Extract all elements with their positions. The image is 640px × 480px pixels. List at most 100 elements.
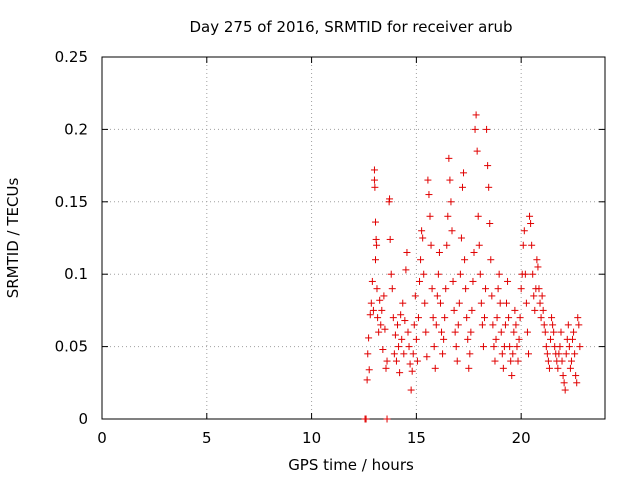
data-point	[487, 256, 495, 264]
data-point	[474, 212, 482, 220]
data-point	[527, 220, 535, 228]
data-point	[571, 350, 579, 358]
data-point	[442, 285, 450, 293]
data-point	[470, 248, 478, 256]
x-tick-label: 10	[302, 429, 321, 447]
data-point	[388, 285, 396, 293]
data-point	[363, 376, 371, 384]
data-point	[468, 306, 476, 314]
data-point	[565, 343, 573, 351]
data-point	[523, 328, 531, 336]
data-point	[485, 183, 493, 191]
data-point	[394, 321, 402, 329]
data-point	[556, 343, 564, 351]
data-point	[367, 299, 375, 307]
data-point	[464, 335, 472, 343]
chart-title: Day 275 of 2016, SRMTID for receiver aru…	[189, 18, 512, 36]
data-point	[550, 328, 558, 336]
data-point	[473, 147, 481, 155]
data-point	[560, 379, 568, 387]
data-point	[477, 299, 485, 307]
data-point	[490, 343, 498, 351]
data-point	[457, 234, 465, 242]
data-point	[521, 270, 529, 278]
data-point	[433, 292, 441, 300]
data-point	[564, 321, 572, 329]
data-point	[526, 212, 534, 220]
data-point	[440, 335, 448, 343]
data-point	[513, 343, 521, 351]
data-point	[404, 328, 412, 336]
data-point	[383, 415, 391, 423]
data-point	[446, 176, 454, 184]
data-point	[362, 415, 370, 423]
data-point	[512, 321, 520, 329]
data-point	[397, 311, 405, 319]
data-point	[420, 270, 428, 278]
y-tick-label: 0.15	[55, 193, 88, 211]
data-point	[381, 325, 389, 333]
data-point	[491, 357, 499, 365]
data-point	[386, 195, 394, 203]
data-point	[461, 256, 469, 264]
data-point	[561, 386, 569, 394]
data-point	[460, 169, 468, 177]
data-point	[522, 299, 530, 307]
data-point	[505, 314, 513, 322]
data-point	[436, 299, 444, 307]
data-point	[483, 125, 491, 133]
data-point	[399, 299, 407, 307]
data-point	[450, 306, 458, 314]
data-point	[542, 343, 550, 351]
data-point	[514, 357, 522, 365]
data-point	[516, 314, 524, 322]
data-point	[493, 314, 501, 322]
data-point	[395, 343, 403, 351]
data-point	[431, 364, 439, 372]
data-point	[428, 285, 436, 293]
data-point	[525, 350, 533, 358]
data-point	[429, 314, 437, 322]
data-point	[370, 176, 378, 184]
data-point	[535, 285, 543, 293]
data-point	[378, 306, 386, 314]
data-point	[479, 343, 487, 351]
data-point	[396, 369, 404, 377]
data-point	[403, 248, 411, 256]
data-point	[451, 328, 459, 336]
data-point	[574, 314, 582, 322]
data-point	[432, 321, 440, 329]
data-point	[410, 321, 418, 329]
data-point	[554, 364, 562, 372]
data-point	[462, 285, 470, 293]
data-point	[411, 292, 419, 300]
data-point	[441, 314, 449, 322]
data-point	[557, 328, 565, 336]
data-point	[371, 183, 379, 191]
data-point	[499, 364, 507, 372]
data-point	[486, 220, 494, 228]
plot-frame	[101, 56, 606, 420]
data-point	[413, 357, 421, 365]
grid-lines	[102, 57, 605, 419]
data-point	[471, 125, 479, 133]
y-tick-labels: 0 0.05 0.1 0.15 0.2 0.25	[55, 48, 88, 428]
x-tick-label: 15	[407, 429, 426, 447]
data-point	[364, 350, 372, 358]
data-point	[547, 335, 555, 343]
data-point	[528, 241, 536, 249]
data-point	[466, 350, 474, 358]
data-point	[373, 285, 381, 293]
x-tick-label: 0	[97, 429, 107, 447]
data-point	[372, 218, 380, 226]
data-point	[540, 321, 548, 329]
data-point	[519, 241, 527, 249]
data-point	[387, 270, 395, 278]
data-point	[374, 314, 382, 322]
data-point	[391, 331, 399, 339]
data-point	[573, 379, 581, 387]
data-point	[508, 372, 516, 380]
data-point	[576, 343, 584, 351]
data-point	[414, 314, 422, 322]
data-point	[467, 328, 475, 336]
